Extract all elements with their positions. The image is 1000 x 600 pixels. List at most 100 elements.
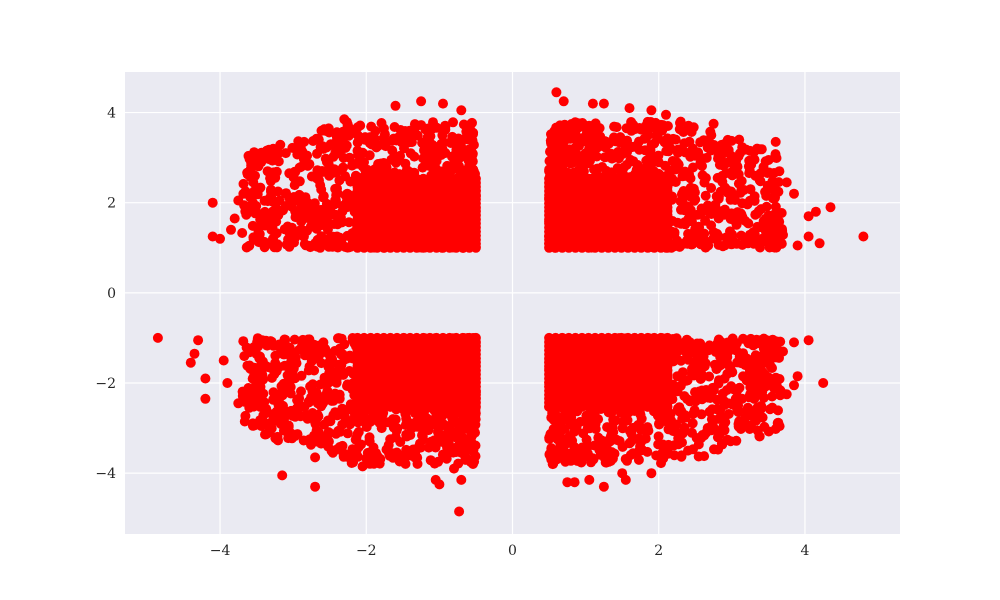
data-point: [315, 180, 326, 191]
data-point: [770, 378, 781, 389]
data-point: [339, 368, 349, 378]
data-point: [593, 432, 604, 443]
data-point: [561, 413, 572, 424]
data-point: [390, 100, 401, 111]
data-point: [301, 342, 312, 353]
data-point: [330, 147, 341, 158]
data-point: [558, 96, 569, 107]
data-point: [548, 150, 559, 160]
data-point: [449, 347, 460, 358]
data-point: [415, 364, 425, 375]
data-point: [596, 181, 607, 192]
data-point: [596, 353, 607, 364]
data-point: [289, 334, 300, 345]
data-point: [200, 393, 211, 404]
data-point: [614, 153, 624, 164]
data-point: [292, 429, 303, 440]
data-point: [437, 410, 448, 421]
data-point: [696, 207, 707, 218]
data-point: [758, 162, 769, 172]
data-point: [777, 224, 787, 234]
data-point: [329, 346, 340, 356]
data-point: [656, 219, 667, 229]
data-point: [396, 214, 407, 225]
data-point: [583, 158, 594, 169]
data-point: [395, 437, 406, 447]
data-point: [563, 433, 574, 444]
data-point: [430, 333, 440, 344]
data-point: [620, 474, 631, 485]
data-point: [765, 404, 775, 415]
data-point: [185, 357, 196, 368]
data-point: [765, 228, 776, 239]
data-point: [409, 171, 419, 182]
data-point: [558, 444, 568, 455]
data-point: [698, 135, 709, 146]
data-point: [311, 223, 322, 234]
data-point: [316, 358, 327, 369]
data-point: [364, 379, 375, 390]
data-point: [581, 214, 591, 225]
data-point: [566, 174, 577, 185]
data-point: [253, 226, 264, 237]
data-point: [307, 379, 318, 390]
data-point: [448, 369, 459, 380]
data-point: [555, 120, 565, 131]
data-point: [426, 179, 437, 190]
data-point: [258, 410, 269, 421]
data-point: [607, 349, 618, 359]
data-point: [686, 348, 696, 358]
data-point: [456, 474, 467, 485]
data-point: [280, 148, 291, 159]
data-point: [646, 105, 657, 116]
data-point: [444, 334, 454, 345]
data-point: [431, 188, 442, 199]
data-point: [781, 389, 792, 400]
data-point: [621, 199, 632, 210]
data-point: [587, 98, 598, 109]
data-point: [312, 409, 323, 420]
data-point: [448, 403, 459, 414]
data-point: [352, 122, 363, 133]
data-point: [394, 151, 405, 162]
data-point: [776, 238, 787, 249]
data-point: [323, 427, 334, 438]
data-point: [726, 208, 737, 219]
data-point: [633, 234, 644, 245]
data-point: [715, 404, 726, 415]
data-point: [562, 477, 573, 488]
data-point: [688, 162, 698, 173]
data-point: [401, 346, 412, 357]
data-point: [773, 417, 784, 428]
data-point: [454, 137, 464, 148]
data-point: [278, 347, 289, 358]
data-point: [257, 356, 268, 367]
data-point: [626, 125, 637, 136]
data-point: [332, 410, 343, 421]
data-point: [375, 454, 386, 464]
data-point: [751, 364, 762, 375]
data-point: [368, 207, 379, 218]
data-point: [633, 454, 644, 465]
data-point: [658, 348, 669, 359]
data-point: [315, 142, 326, 153]
data-point: [462, 333, 473, 343]
data-point: [349, 206, 360, 217]
data-point: [264, 425, 275, 436]
data-point: [357, 397, 368, 408]
data-point: [379, 395, 390, 406]
data-point: [389, 122, 400, 132]
data-point: [268, 387, 279, 398]
data-point: [734, 416, 745, 427]
data-point: [554, 385, 565, 396]
data-point: [636, 163, 647, 174]
data-point: [687, 369, 697, 380]
data-point: [714, 375, 724, 386]
data-point: [598, 218, 608, 229]
data-point: [744, 155, 755, 166]
data-point: [353, 198, 364, 209]
data-point: [296, 203, 307, 213]
data-point: [434, 392, 445, 403]
data-point: [377, 369, 388, 380]
data-point: [463, 228, 474, 239]
